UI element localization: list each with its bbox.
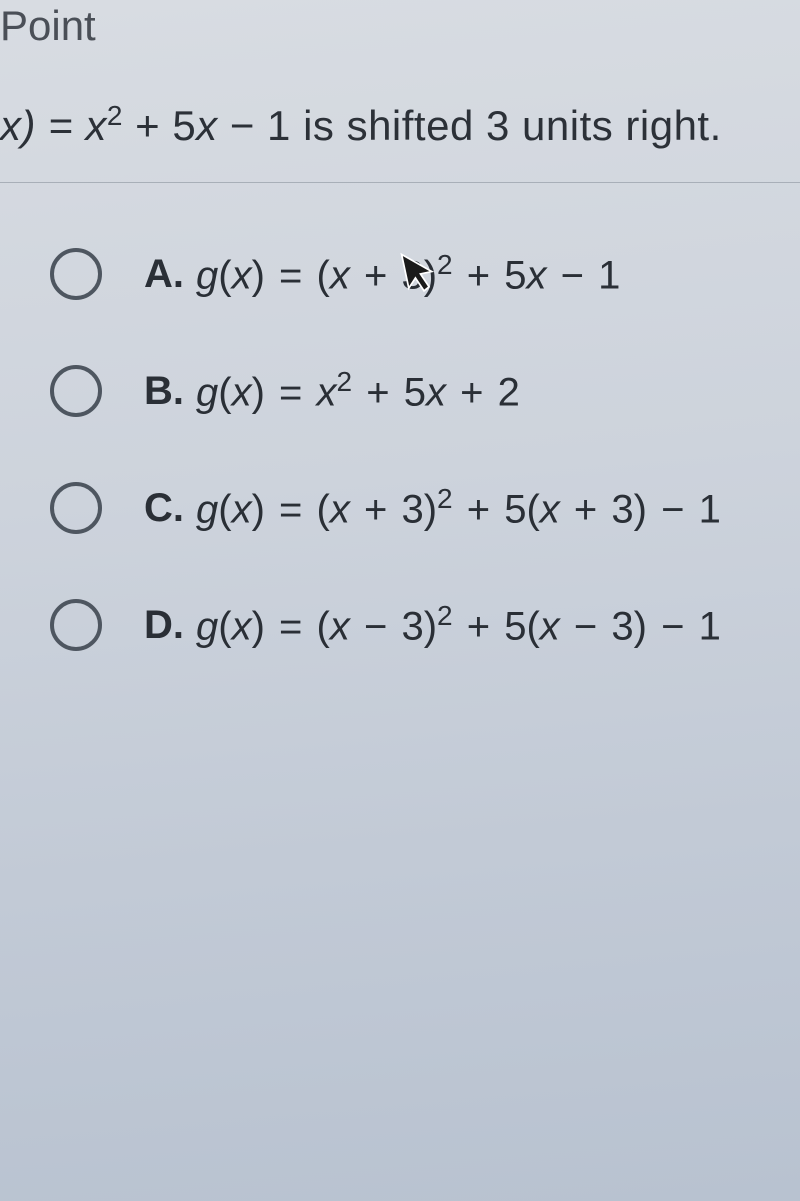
option-a-letter: A. [144, 252, 184, 297]
radio-a[interactable] [50, 248, 102, 300]
option-d-row[interactable]: D. g(x) = (x − 3)2 + 5(x − 3) − 1 [50, 599, 800, 651]
option-b-row[interactable]: B. g(x) = x2 + 5x + 2 [50, 365, 800, 417]
question-text: x) = x2 + 5x − 1 is shifted 3 units righ… [0, 50, 800, 150]
question-equation: x) = x2 + 5x − 1 is shifted 3 units righ… [0, 100, 722, 150]
radio-c[interactable] [50, 482, 102, 534]
option-d-letter: D. [144, 603, 184, 648]
radio-b[interactable] [50, 365, 102, 417]
option-c-row[interactable]: C. g(x) = (x + 3)2 + 5(x + 3) − 1 [50, 482, 800, 534]
option-d-formula: g(x) = (x − 3)2 + 5(x − 3) − 1 [196, 600, 721, 649]
option-b-letter: B. [144, 369, 184, 414]
option-c-letter: C. [144, 486, 184, 531]
radio-d[interactable] [50, 599, 102, 651]
option-c-formula: g(x) = (x + 3)2 + 5(x + 3) − 1 [196, 483, 721, 532]
point-label: Point [0, 0, 800, 50]
option-b-formula: g(x) = x2 + 5x + 2 [196, 366, 520, 415]
